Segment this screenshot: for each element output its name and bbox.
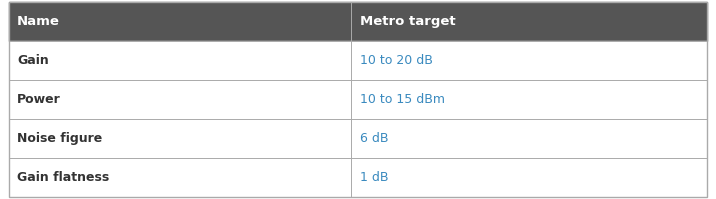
Bar [9, 41, 707, 80]
Text: 10 to 20 dB: 10 to 20 dB [359, 54, 432, 67]
Text: 10 to 15 dBm: 10 to 15 dBm [359, 93, 445, 106]
Bar [9, 158, 707, 197]
Text: 6 dB: 6 dB [359, 132, 388, 145]
Text: Gain: Gain [17, 54, 49, 67]
Text: Metro target: Metro target [359, 15, 455, 28]
Text: Noise figure: Noise figure [17, 132, 102, 145]
Text: Name: Name [17, 15, 60, 28]
Bar [9, 80, 707, 119]
Bar [9, 2, 707, 41]
Text: Power: Power [17, 93, 61, 106]
Bar [9, 119, 707, 158]
Text: 1 dB: 1 dB [359, 171, 388, 184]
Text: Gain flatness: Gain flatness [17, 171, 110, 184]
